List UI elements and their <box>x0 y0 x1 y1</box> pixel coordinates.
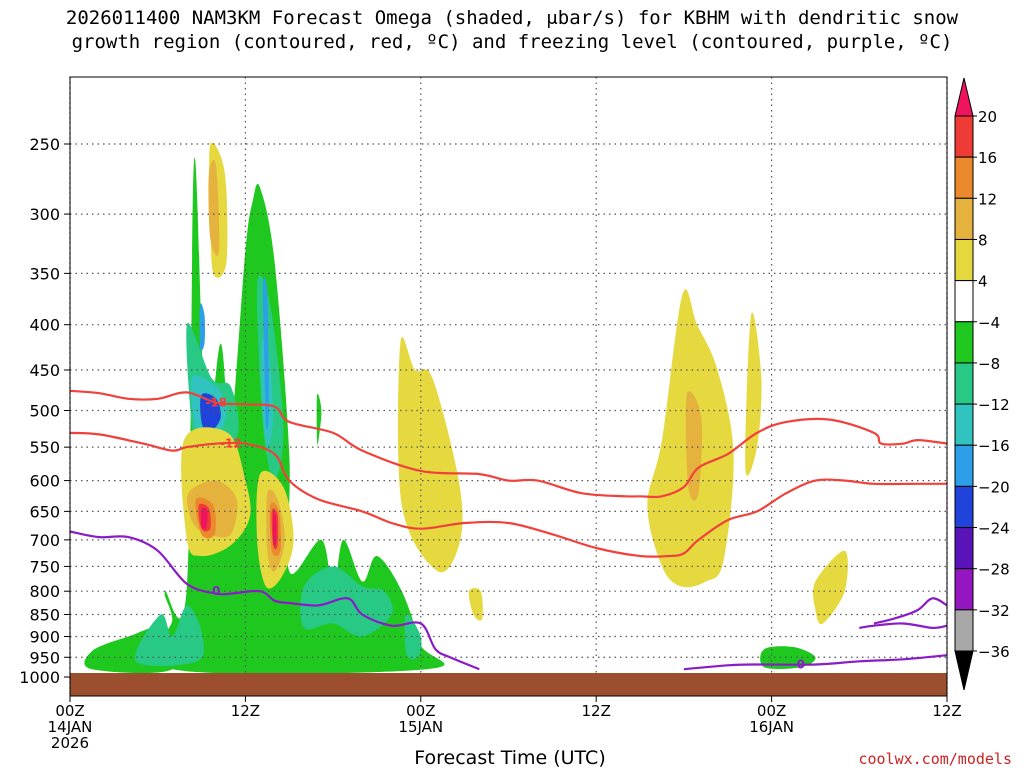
colorbar-box-2 <box>954 156 974 199</box>
x-axis-label: Forecast Time (UTC) <box>414 747 605 768</box>
colorbar-label-13: −36 <box>978 643 1010 661</box>
y-tick-label-300: 300 <box>29 205 60 224</box>
x-tick-label-48-1: 00Z <box>757 702 786 720</box>
colorbar-label-1: 16 <box>978 149 997 167</box>
colorbar-label-6: −8 <box>978 355 1000 373</box>
colorbar-box-6 <box>954 321 974 364</box>
y-tick-label-750: 750 <box>29 557 60 576</box>
omega-region-30 <box>200 507 208 530</box>
colorbar-box-8 <box>954 403 974 446</box>
colorbar-box-3 <box>954 197 974 240</box>
x-tick-label-60-1: 12Z <box>932 702 961 720</box>
y-tick-label-900: 900 <box>29 627 60 646</box>
x-tick-label-12-1: 12Z <box>231 702 260 720</box>
omega-region-31 <box>272 512 277 546</box>
credit-text: coolwx.com/models <box>858 750 1012 768</box>
y-tick-label-350: 350 <box>29 264 60 283</box>
colorbar-box-10 <box>954 485 974 529</box>
x-tick-label-0-1: 00Z <box>55 702 84 720</box>
y-tick-label-950: 950 <box>29 648 60 667</box>
freezing-level-label-1: 0 <box>797 657 805 671</box>
omega-region-25 <box>685 391 703 501</box>
x-tick-label-48-2: 16JAN <box>749 718 794 736</box>
y-tick-label-250: 250 <box>29 135 60 154</box>
freezing-level-line-3 <box>859 622 948 630</box>
freezing-level-label-0: 0 <box>212 584 220 598</box>
chart-title-line1: 2026011400 NAM3KM Forecast Omega (shaded… <box>66 7 959 29</box>
dgz-contour-label-1: -12 <box>220 437 242 451</box>
freezing-level-line-1 <box>683 654 948 671</box>
omega-shading <box>84 142 848 675</box>
y-tick-label-500: 500 <box>29 402 60 421</box>
colorbar-label-7: −12 <box>978 396 1010 414</box>
y-tick-label-1000: 1000 <box>19 668 60 687</box>
x-tick-label-0-2: 14JAN <box>48 718 93 736</box>
colorbar-box-11 <box>954 527 974 570</box>
y-axis-ticks: 250 300 350 400 450 500 550 600 650 700 750 800 850 9… <box>19 135 70 687</box>
omega-region-21 <box>468 588 483 621</box>
omega-region-22 <box>208 159 220 256</box>
y-tick-label-800: 800 <box>29 582 60 601</box>
colorbar-label-11: −28 <box>978 561 1010 579</box>
colorbar: 20 16 12 8 4 −4 −8 −12 −16 −20 −24 −28 −32 −36 <box>954 77 1010 691</box>
colorbar-label-10: −24 <box>978 520 1010 538</box>
omega-region-4 <box>404 614 422 660</box>
dgz-contours: -18 -12 <box>69 389 948 558</box>
omega-region-13 <box>316 393 322 445</box>
colorbar-label-2: 12 <box>978 190 997 208</box>
freezing-level-line-2 <box>873 597 948 625</box>
colorbar-box-13 <box>954 609 974 652</box>
colorbar-label-12: −32 <box>978 602 1010 620</box>
colorbar-label-4: 4 <box>978 273 988 291</box>
colorbar-label-5: −4 <box>978 314 1000 332</box>
colorbar-bottom-triangle <box>954 650 974 691</box>
omega-region-10 <box>262 277 269 431</box>
y-tick-label-400: 400 <box>29 316 60 335</box>
y-tick-label-600: 600 <box>29 472 60 491</box>
dgz-contour-label-0: -18 <box>205 396 227 410</box>
x-tick-label-0-3: 2026 <box>51 734 89 752</box>
omega-region-20 <box>812 550 848 625</box>
omega-region-19 <box>745 312 762 476</box>
colorbar-box-9 <box>954 444 974 487</box>
y-tick-label-550: 550 <box>29 438 60 457</box>
omega-region-17 <box>397 337 463 573</box>
colorbar-label-0: 20 <box>978 108 997 126</box>
freezing-level-line-0 <box>69 530 480 671</box>
x-tick-label-36-1: 12Z <box>582 702 611 720</box>
colorbar-top-triangle <box>954 77 974 117</box>
surface-band <box>70 673 947 696</box>
plot-frame <box>69 76 948 697</box>
y-tick-label-700: 700 <box>29 531 60 550</box>
colorbar-label-8: −16 <box>978 437 1010 455</box>
omega-region-12 <box>760 646 816 670</box>
dgz-contour-line-0 <box>69 389 948 499</box>
chart-title-line2: growth region (contoured, red, ºC) and f… <box>72 31 953 53</box>
dgz-contour-line-1 <box>69 431 947 558</box>
x-tick-label-24-2: 15JAN <box>398 718 443 736</box>
colorbar-box-12 <box>954 568 974 611</box>
omega-region-2 <box>134 605 205 667</box>
colorbar-label-9: −20 <box>978 478 1010 496</box>
surface-band-rect <box>70 673 947 696</box>
omega-region-9 <box>199 303 206 351</box>
y-tick-label-650: 650 <box>29 502 60 521</box>
plot-area: -18-12 00 <box>69 76 948 697</box>
colorbar-box-5 <box>954 280 974 323</box>
colorbar-box-7 <box>954 362 974 405</box>
x-tick-label-24-1: 00Z <box>406 702 435 720</box>
freezing-level-contours: 00 <box>69 530 948 671</box>
y-tick-label-450: 450 <box>29 361 60 380</box>
colorbar-box-4 <box>954 238 974 282</box>
y-tick-label-850: 850 <box>29 606 60 625</box>
colorbar-label-3: 8 <box>978 231 988 249</box>
colorbar-box-1 <box>954 115 974 158</box>
